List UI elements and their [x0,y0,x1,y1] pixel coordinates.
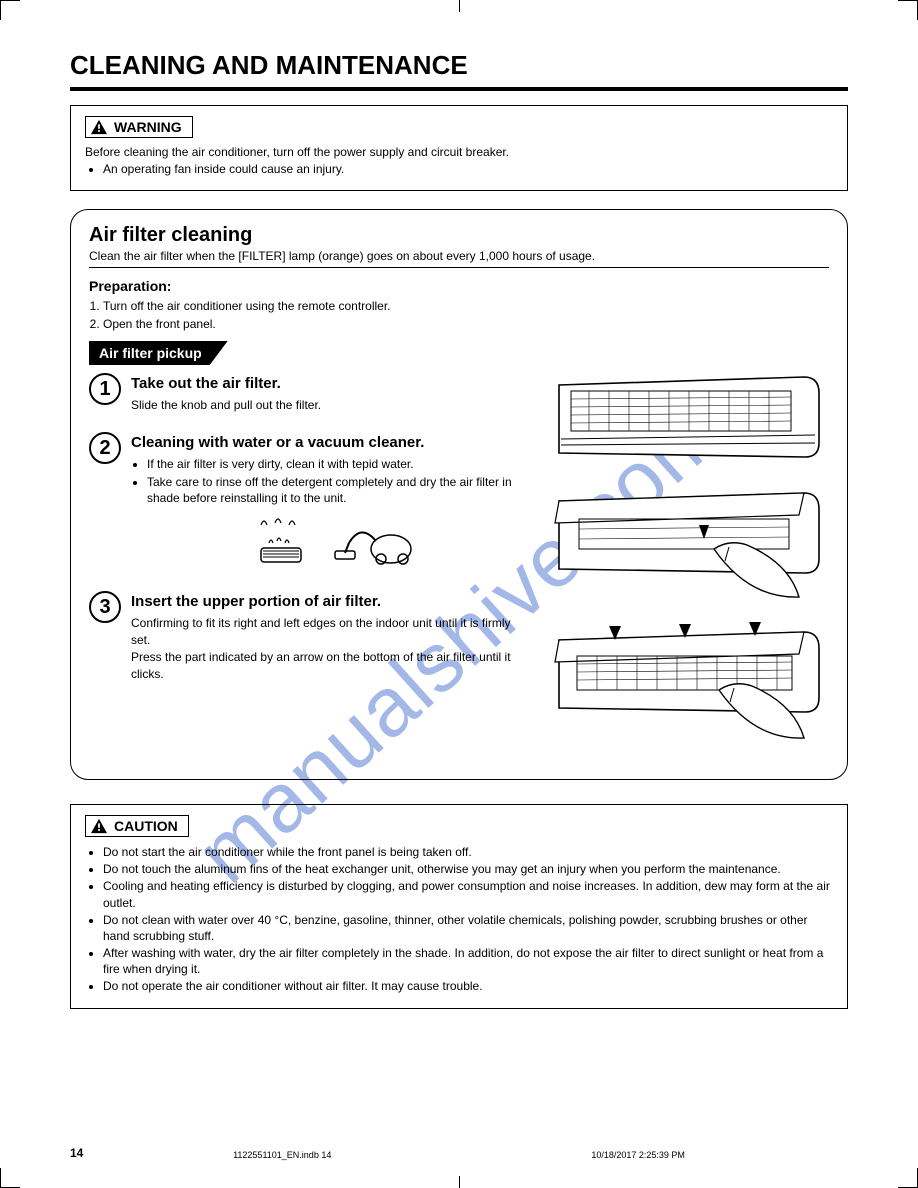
step-2-head: Cleaning with water or a vacuum cleaner. [131,432,531,453]
step-2-num: 2 [89,432,121,464]
steps-area: 1 Take out the air filter. Slide the kno… [89,373,829,761]
footer-meta: 1122551101_EN.indb 14 10/18/2017 2:25:39… [233,1150,685,1160]
caution-body: Do not start the air conditioner while t… [85,844,833,995]
step-2-illustration [131,513,531,573]
page-content: CLEANING AND MAINTENANCE WARNING Before … [0,0,918,1067]
prep-title: Preparation: [89,278,829,294]
unit-illus-1 [549,373,829,473]
prep-item-2: Open the front panel. [103,316,829,333]
unit-illustrations [549,373,829,761]
warning-label-text: WARNING [114,119,182,135]
footer-doc: 1122551101_EN.indb 14 [233,1150,331,1160]
caution-icon [90,818,108,834]
caution-b2: Cooling and heating efficiency is distur… [103,878,833,910]
step-3-num: 3 [89,591,121,623]
pickup-flag: Air filter pickup [89,341,228,365]
warning-icon [90,119,108,135]
filter-subtitle: Clean the air filter when the [FILTER] l… [89,249,829,263]
caution-b0: Do not start the air conditioner while t… [103,844,833,860]
unit-illus-2 [549,489,829,604]
caution-box: CAUTION Do not start the air conditioner… [70,804,848,1009]
unit-illus-3 [549,620,829,745]
footer-timestamp: 10/18/2017 2:25:39 PM [591,1150,685,1160]
caution-b5: Do not operate the air conditioner witho… [103,978,833,994]
warning-line-1: Before cleaning the air conditioner, tur… [85,144,833,160]
page-number: 14 [70,1146,83,1160]
step-3-head: Insert the upper portion of air filter. [131,591,531,612]
caution-b1: Do not touch the aluminum fins of the he… [103,861,833,877]
caution-label: CAUTION [85,815,189,837]
prep-list: Turn off the air conditioner using the r… [103,298,829,333]
steps-left: 1 Take out the air filter. Slide the kno… [89,373,531,761]
step-3-line1: Confirming to fit its right and left edg… [131,615,531,649]
step-1-num: 1 [89,373,121,405]
filter-title: Air filter cleaning [89,224,829,247]
title-rule [70,87,848,91]
filter-card: Air filter cleaning Clean the air filter… [70,209,848,780]
warning-line-2: An operating fan inside could cause an i… [103,161,833,177]
warning-body: Before cleaning the air conditioner, tur… [85,144,833,177]
step-3-line2: Press the part indicated by an arrow on … [131,649,531,683]
step-1-head: Take out the air filter. [131,373,321,394]
caution-b3: Do not clean with water over 40 °C, benz… [103,912,833,944]
step-2-b1: If the air filter is very dirty, clean i… [147,456,531,473]
caution-label-text: CAUTION [114,818,178,834]
card-rule [89,267,829,268]
step-1-line: Slide the knob and pull out the filter. [131,397,321,414]
warning-label: WARNING [85,116,193,138]
warning-box: WARNING Before cleaning the air conditio… [70,105,848,191]
step-2-b2: Take care to rinse off the detergent com… [147,474,531,508]
caution-b4: After washing with water, dry the air fi… [103,945,833,977]
vacuum-icon [331,513,421,573]
step-2: 2 Cleaning with water or a vacuum cleane… [89,432,531,573]
prep-item-1: Turn off the air conditioner using the r… [103,298,829,315]
section-title: CLEANING AND MAINTENANCE [70,50,848,81]
step-3: 3 Insert the upper portion of air filter… [89,591,531,682]
step-1: 1 Take out the air filter. Slide the kno… [89,373,531,414]
water-icon [241,513,321,573]
